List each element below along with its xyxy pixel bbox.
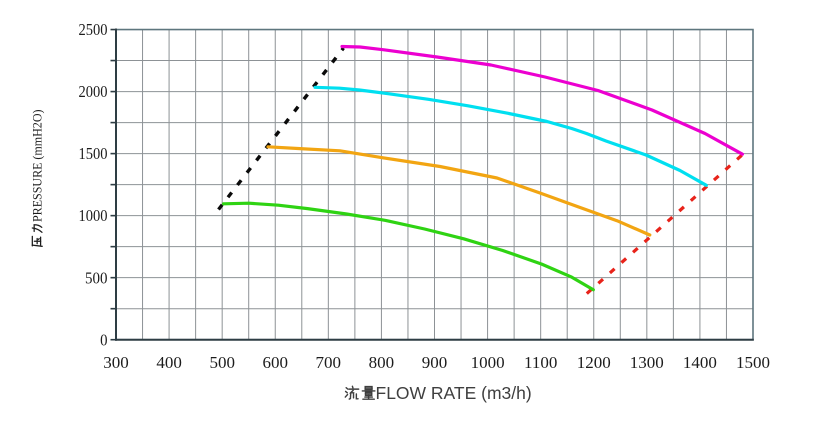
svg-text:FLOW RATE (m3/h): FLOW RATE (m3/h)	[376, 383, 532, 403]
svg-text:2000: 2000	[79, 82, 108, 101]
svg-text:1200: 1200	[577, 353, 611, 372]
svg-text:0: 0	[100, 330, 107, 349]
svg-text:500: 500	[209, 353, 235, 372]
svg-text:800: 800	[369, 353, 395, 372]
svg-text:500: 500	[85, 268, 108, 287]
svg-text:1000: 1000	[79, 206, 108, 225]
svg-text:2500: 2500	[79, 20, 108, 39]
svg-text:300: 300	[103, 353, 129, 372]
svg-text:1500: 1500	[736, 353, 770, 372]
svg-text:1400: 1400	[683, 353, 717, 372]
svg-text:PRESSURE (mmH2O): PRESSURE (mmH2O)	[30, 110, 45, 223]
svg-text:400: 400	[156, 353, 182, 372]
svg-text:1300: 1300	[630, 353, 664, 372]
svg-text:1500: 1500	[79, 144, 108, 163]
svg-text:700: 700	[316, 353, 342, 372]
svg-text:600: 600	[262, 353, 288, 372]
svg-text:1100: 1100	[524, 353, 557, 372]
svg-text:900: 900	[422, 353, 448, 372]
svg-text:1000: 1000	[471, 353, 505, 372]
